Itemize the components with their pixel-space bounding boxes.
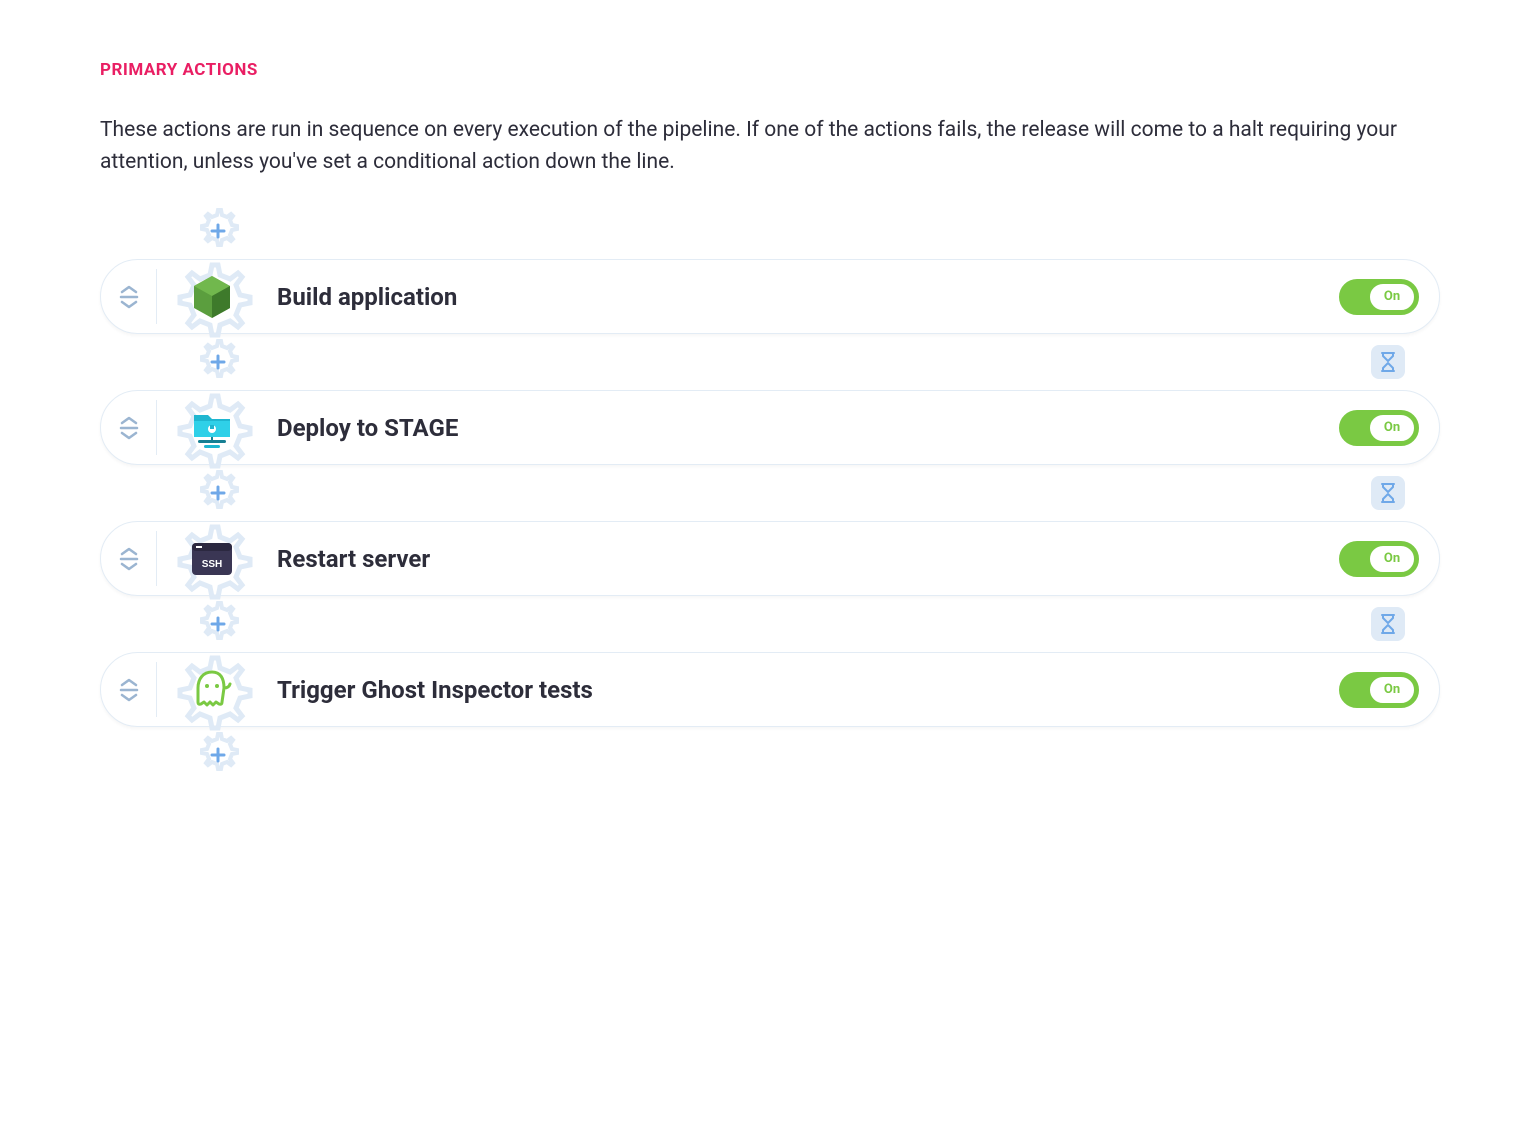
toggle-on[interactable]: On — [1339, 279, 1419, 315]
toggle-on[interactable]: On — [1339, 410, 1419, 446]
action-label: Deploy to STAGE — [267, 414, 1339, 442]
toggle-on[interactable]: On — [1339, 541, 1419, 577]
drag-handle-icon[interactable] — [101, 415, 156, 441]
drag-handle-icon[interactable] — [101, 677, 156, 703]
action-row-restart[interactable]: SSH Restart server On — [100, 521, 1440, 596]
add-action-row — [100, 334, 1440, 390]
toggle-knob: On — [1368, 675, 1416, 705]
action-row-build[interactable]: Build application On — [100, 259, 1440, 334]
node-icon — [189, 274, 235, 320]
action-icon-slot: SSH — [157, 536, 267, 582]
hourglass-button[interactable] — [1371, 345, 1405, 379]
toggle-knob: On — [1368, 413, 1416, 443]
add-action-row — [100, 465, 1440, 521]
add-action-button[interactable] — [195, 601, 241, 647]
action-label: Restart server — [267, 545, 1339, 573]
toggle-knob: On — [1368, 544, 1416, 574]
svg-text:SSH: SSH — [202, 559, 223, 570]
add-action-button[interactable] — [195, 732, 241, 778]
toggle-knob: On — [1368, 282, 1416, 312]
action-icon-slot — [157, 667, 267, 713]
toggle-on[interactable]: On — [1339, 672, 1419, 708]
pipeline: Build application On — [100, 203, 1440, 783]
hourglass-button[interactable] — [1371, 476, 1405, 510]
section-title: PRIMARY ACTIONS — [100, 60, 1440, 80]
action-icon-slot — [157, 274, 267, 320]
hourglass-button[interactable] — [1371, 607, 1405, 641]
action-row-ghost[interactable]: Trigger Ghost Inspector tests On — [100, 652, 1440, 727]
action-row-deploy[interactable]: Deploy to STAGE On — [100, 390, 1440, 465]
server-folder-icon — [189, 405, 235, 451]
drag-handle-icon[interactable] — [101, 546, 156, 572]
add-action-button[interactable] — [195, 339, 241, 385]
drag-handle-icon[interactable] — [101, 284, 156, 310]
add-action-row — [100, 203, 1440, 259]
add-action-button[interactable] — [195, 208, 241, 254]
action-icon-slot — [157, 405, 267, 451]
add-action-button[interactable] — [195, 470, 241, 516]
add-action-row — [100, 596, 1440, 652]
action-label: Trigger Ghost Inspector tests — [267, 676, 1339, 704]
action-label: Build application — [267, 283, 1339, 311]
section-description: These actions are run in sequence on eve… — [100, 115, 1440, 178]
ghost-icon — [189, 667, 235, 713]
add-action-row — [100, 727, 1440, 783]
ssh-icon: SSH — [189, 536, 235, 582]
